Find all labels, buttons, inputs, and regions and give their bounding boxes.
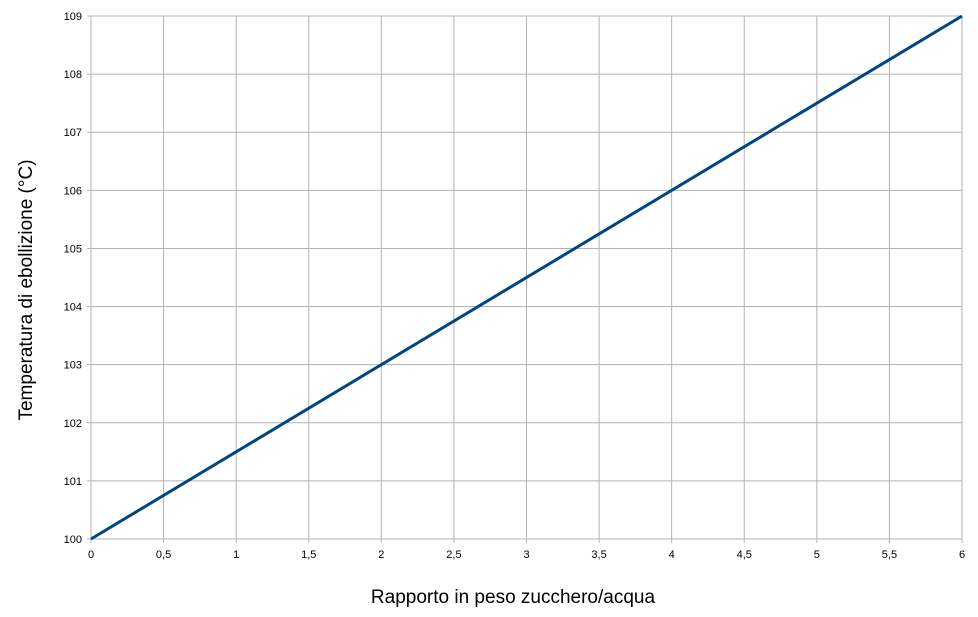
x-tick-label: 1,5 [301, 549, 316, 561]
y-tick-label: 106 [64, 185, 82, 197]
y-tick-label: 107 [64, 127, 82, 139]
series [90, 14, 963, 541]
x-tick-label: 4 [669, 549, 675, 561]
x-tick-label: 6 [959, 549, 965, 561]
y-tick-label: 102 [64, 418, 82, 430]
y-axis-label: Temperatura di ebollizione (°C) [16, 159, 37, 420]
x-tick-label: 3,5 [591, 549, 606, 561]
tick-labels: 0 0,5 1 1,5 2 2,5 3 3,5 4 4,5 5 5,5 6 100 101 102 103 104… [64, 11, 965, 561]
x-tick-label: 5 [814, 549, 820, 561]
y-tick-label: 103 [64, 360, 82, 372]
x-tick-label: 2 [378, 549, 384, 561]
y-tick-label: 100 [64, 534, 82, 546]
y-tick-label: 108 [64, 69, 82, 81]
x-tick-label: 5,5 [882, 549, 897, 561]
x-tick-label: 1 [233, 549, 239, 561]
x-tick-label: 2,5 [446, 549, 461, 561]
series-line [90, 14, 963, 541]
y-tick-label: 104 [64, 302, 82, 314]
x-tick-label: 0,5 [156, 549, 171, 561]
x-tick-label: 4,5 [737, 549, 752, 561]
y-tick-label: 109 [64, 11, 82, 23]
x-tick-label: 0 [88, 549, 94, 561]
x-axis-label: Rapporto in peso zucchero/acqua [371, 587, 656, 608]
y-tick-label: 101 [64, 476, 82, 488]
y-tick-label: 105 [64, 243, 82, 255]
x-tick-label: 3 [523, 549, 529, 561]
